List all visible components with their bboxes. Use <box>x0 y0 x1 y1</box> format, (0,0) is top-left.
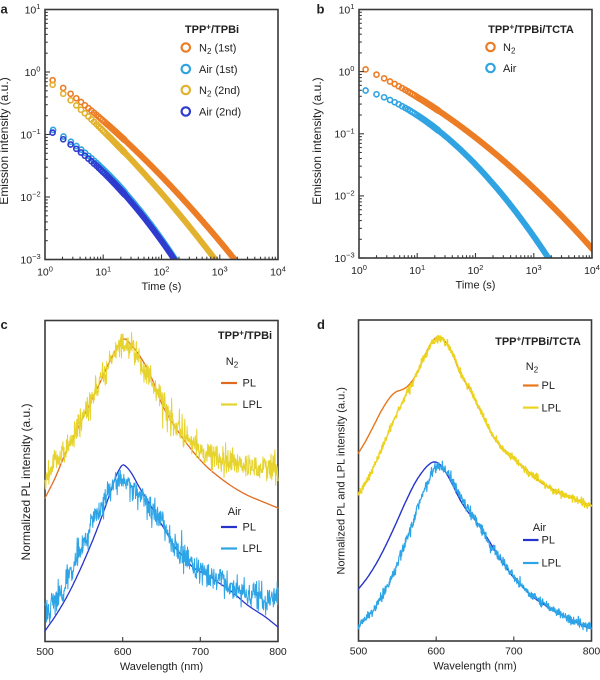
svg-text:b: b <box>317 2 325 17</box>
svg-text:Time (s): Time (s) <box>456 280 496 292</box>
svg-text:800: 800 <box>583 646 600 658</box>
svg-text:Emission intensity (a.u.): Emission intensity (a.u.) <box>0 77 11 204</box>
svg-text:PL: PL <box>542 380 555 392</box>
svg-text:Normalized PL intensity (a.u.): Normalized PL intensity (a.u.) <box>19 404 33 561</box>
svg-text:Wavelength (nm): Wavelength (nm) <box>120 661 203 673</box>
svg-text:500: 500 <box>36 646 54 658</box>
svg-text:N2 (2nd): N2 (2nd) <box>199 85 240 99</box>
svg-text:Wavelength (nm): Wavelength (nm) <box>433 661 516 673</box>
svg-text:Normalized PL and LPL intensit: Normalized PL and LPL intensity (a.u.) <box>336 387 348 575</box>
svg-text:Time (s): Time (s) <box>142 281 182 293</box>
svg-text:Emission intensity (a.u.): Emission intensity (a.u.) <box>310 77 324 204</box>
svg-text:Air (2nd): Air (2nd) <box>199 106 241 118</box>
svg-text:TPP+/TPBi/TCTA: TPP+/TPBi/TCTA <box>495 335 581 349</box>
svg-text:PL: PL <box>542 535 555 547</box>
svg-text:PL: PL <box>243 378 256 390</box>
svg-text:800: 800 <box>269 646 287 658</box>
svg-text:500: 500 <box>350 646 368 658</box>
svg-text:Air: Air <box>533 522 547 534</box>
svg-text:TPP+/TPBi: TPP+/TPBi <box>218 329 272 343</box>
svg-text:700: 700 <box>505 646 523 658</box>
svg-text:LPL: LPL <box>542 558 562 570</box>
svg-text:TPP+/TPBi/TCTA: TPP+/TPBi/TCTA <box>488 23 574 37</box>
svg-text:Air: Air <box>228 506 242 518</box>
svg-text:600: 600 <box>114 646 132 658</box>
svg-text:PL: PL <box>243 522 256 534</box>
svg-text:d: d <box>317 317 325 332</box>
svg-text:Air: Air <box>503 63 517 75</box>
svg-text:c: c <box>1 317 8 332</box>
svg-text:a: a <box>1 2 9 17</box>
svg-text:N2 (1st): N2 (1st) <box>199 42 236 56</box>
svg-text:LPL: LPL <box>243 399 263 411</box>
svg-text:TPP+/TPBi: TPP+/TPBi <box>185 23 239 37</box>
svg-text:700: 700 <box>192 646 210 658</box>
svg-text:LPL: LPL <box>542 402 562 414</box>
svg-text:Air (1st): Air (1st) <box>199 64 238 76</box>
svg-text:600: 600 <box>427 646 445 658</box>
svg-text:LPL: LPL <box>243 543 263 555</box>
